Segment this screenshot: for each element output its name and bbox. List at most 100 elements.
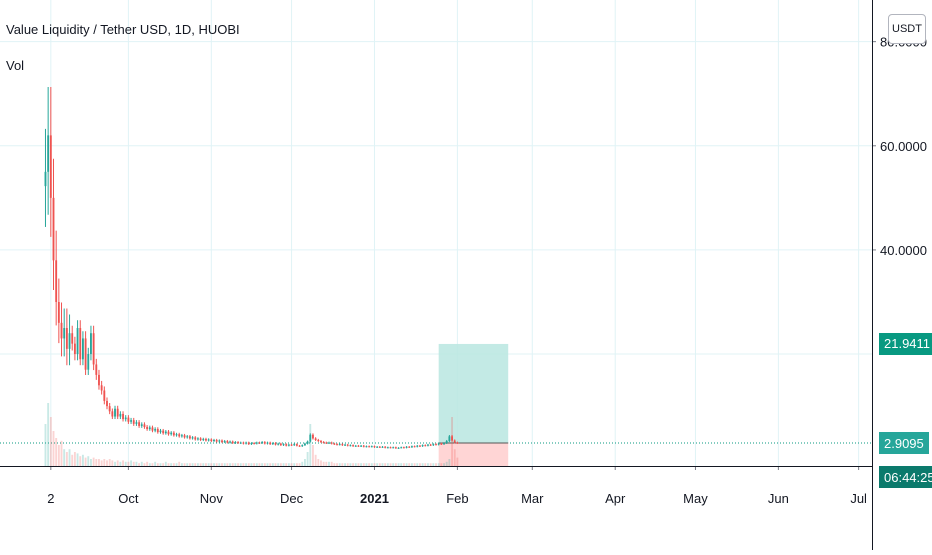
volume-bar (207, 463, 210, 466)
candle-body (365, 446, 368, 448)
y-tick-label: 60.0000 (880, 139, 927, 154)
volume-bar (87, 456, 90, 466)
volume-bar (279, 463, 282, 466)
volume-bar (71, 454, 74, 466)
candle-body (188, 436, 191, 439)
candle-body (336, 444, 338, 446)
volume-bar (435, 463, 437, 466)
candle-body (419, 445, 421, 447)
volume-bar (301, 461, 304, 466)
volume-bar (245, 463, 248, 466)
volume-bar (410, 463, 413, 466)
volume-bar (429, 463, 432, 466)
volume-bar (44, 424, 47, 466)
volume-bar (229, 463, 231, 466)
volume-bar (164, 461, 167, 466)
volume-bar (237, 463, 239, 466)
volume-bar (210, 463, 213, 466)
x-tick-label: Mar (521, 491, 544, 506)
volume-bar (456, 457, 459, 466)
volume-bar (295, 463, 298, 466)
volume-bar (215, 463, 218, 466)
candle-body (87, 354, 90, 370)
volume-bar (55, 438, 58, 466)
candle-body (427, 444, 429, 446)
volume-bar (178, 461, 181, 466)
volume-bar (397, 463, 400, 466)
volume-bar (213, 463, 215, 466)
volume-bar (167, 463, 170, 466)
volume-bar (143, 463, 146, 466)
candle-body (95, 364, 98, 375)
volume-bar (135, 461, 138, 466)
candle-body (413, 446, 416, 448)
volume-bar (344, 463, 346, 466)
candle-body (52, 197, 55, 261)
candle-body (349, 445, 352, 447)
volume-bar (277, 463, 280, 466)
volume-bar (156, 463, 159, 466)
symbol-title[interactable]: Value Liquidity / Tether USD, 1D, HUOBI (6, 22, 240, 37)
candle-body (73, 343, 76, 355)
candle-body (397, 447, 400, 449)
candle-body (293, 444, 296, 446)
candle-body (76, 328, 79, 355)
candle-body (360, 445, 363, 447)
volume-bar (90, 459, 92, 466)
target-price-badge: 21.9411 (879, 332, 932, 355)
countdown-badge: 06:44:25 (879, 466, 932, 489)
volume-indicator-label[interactable]: Vol (6, 58, 25, 73)
volume-bar (421, 463, 424, 466)
candle-body (429, 444, 432, 446)
x-tick-label: Dec (280, 491, 304, 506)
volume-bar (114, 461, 116, 466)
volume-bar (352, 463, 355, 466)
candle-body (394, 447, 397, 449)
candle-body (164, 431, 167, 434)
candle-body (432, 444, 435, 446)
candle-body (183, 435, 186, 438)
volume-bar (338, 463, 341, 466)
currency-button[interactable]: USDT (888, 14, 926, 44)
candle-body (92, 333, 95, 365)
volume-bar (103, 459, 106, 466)
profit-zone[interactable] (438, 343, 509, 444)
volume-bar (186, 463, 189, 466)
candle-body (79, 328, 82, 360)
candle-body (362, 445, 365, 447)
volume-bar (202, 463, 205, 466)
candle-body (148, 427, 151, 430)
candle-body (263, 442, 266, 444)
candle-body (234, 442, 237, 444)
volume-bar (346, 463, 349, 466)
candle-body (44, 171, 47, 187)
candle-body (127, 417, 130, 422)
candle-body (314, 438, 317, 440)
candle-body (221, 440, 223, 443)
volume-bar (81, 454, 84, 466)
candle-body (303, 443, 306, 446)
candle-body (392, 447, 395, 449)
volume-bar (183, 463, 186, 466)
volume-bar (269, 463, 272, 466)
volume-bar (138, 463, 141, 466)
volume-bar (146, 461, 149, 466)
candle-body (108, 406, 111, 412)
candle-body (135, 422, 138, 424)
volume-bar (57, 445, 60, 466)
candle-body (247, 442, 250, 445)
candle-body (330, 442, 333, 444)
candle-body (159, 430, 162, 433)
candle-body (226, 441, 229, 443)
volume-bar (453, 449, 456, 466)
long-position-tool[interactable] (438, 343, 509, 466)
volume-bar (140, 461, 143, 466)
loss-zone[interactable] (438, 443, 509, 466)
candle-body (218, 440, 221, 442)
candle-body (202, 438, 205, 440)
candle-body (381, 446, 384, 448)
volume-bar (132, 461, 135, 466)
candle-body (215, 439, 218, 442)
